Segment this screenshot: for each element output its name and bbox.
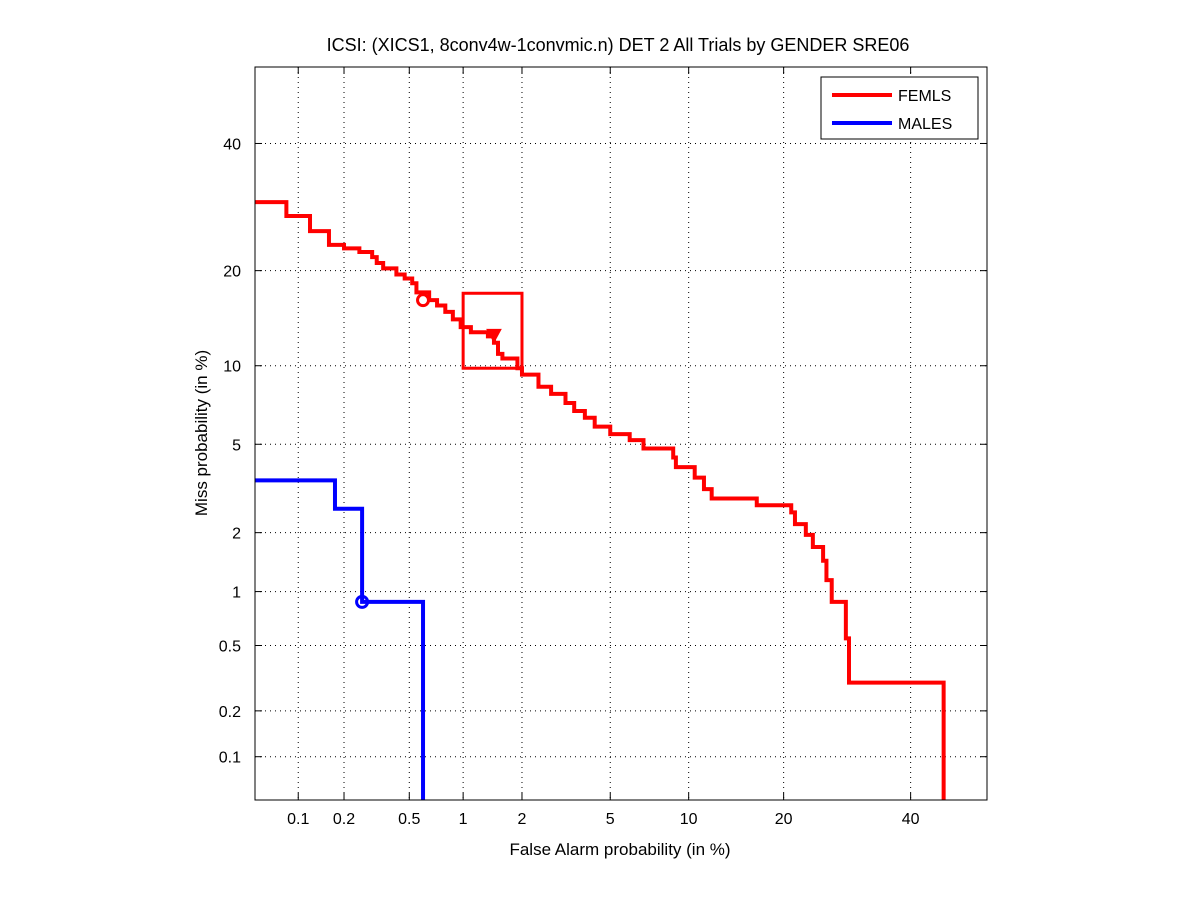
y-tick-label: 2 xyxy=(232,526,241,543)
legend: FEMLS MALES xyxy=(820,76,979,140)
plot-frame xyxy=(254,66,988,801)
x-axis-label: False Alarm probability (in %) xyxy=(509,840,730,859)
y-tick-label: 5 xyxy=(232,437,241,454)
x-tick-label: 5 xyxy=(606,811,615,828)
y-tick-label: 1 xyxy=(232,585,241,602)
x-tick-label: 0.5 xyxy=(398,811,420,828)
marker-circle-femls xyxy=(416,293,431,308)
x-tick-label: 1 xyxy=(459,811,468,828)
series-layer xyxy=(255,200,946,800)
confidence-box-femls xyxy=(461,291,524,370)
series-line-males xyxy=(255,478,426,800)
x-axis: 0.1 0.2 0.5 1 2 5 10 20 40 xyxy=(287,67,920,828)
legend-box xyxy=(820,76,979,140)
y-tick-label: 20 xyxy=(223,264,241,281)
x-tick-label: 0.1 xyxy=(287,811,309,828)
y-tick-label: 0.5 xyxy=(219,639,241,656)
x-tick-label: 2 xyxy=(518,811,527,828)
y-tick-label: 40 xyxy=(223,136,241,153)
y-tick-label: 0.1 xyxy=(219,750,241,767)
x-tick-label: 10 xyxy=(680,811,698,828)
x-tick-label: 40 xyxy=(902,811,920,828)
marker-triangle-femls xyxy=(486,328,502,344)
grid xyxy=(255,67,987,800)
x-tick-label: 20 xyxy=(775,811,793,828)
x-tick-label: 0.2 xyxy=(333,811,355,828)
marker-circle-males xyxy=(355,594,370,609)
chart-title: ICSI: (XICS1, 8conv4w-1convmic.n) DET 2 … xyxy=(327,35,910,55)
y-axis-label: Miss probability (in %) xyxy=(192,350,211,516)
legend-label-femls: FEMLS xyxy=(898,88,951,105)
y-tick-label: 0.2 xyxy=(219,704,241,721)
y-tick-label: 10 xyxy=(223,359,241,376)
y-axis: 0.1 0.2 0.5 1 2 5 10 20 40 xyxy=(219,136,987,767)
legend-label-males: MALES xyxy=(898,116,952,133)
series-line-femls xyxy=(255,200,946,800)
